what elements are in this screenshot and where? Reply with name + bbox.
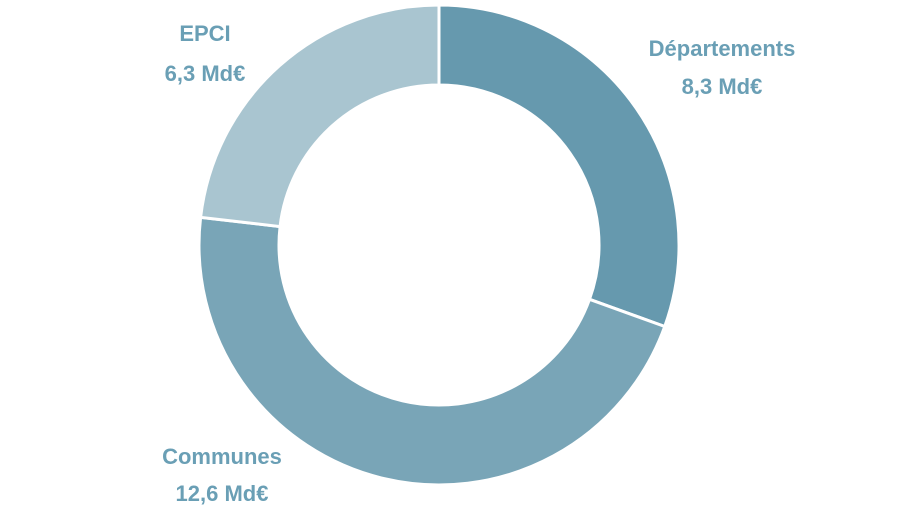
- donut-slice: [437, 3, 681, 329]
- value-label: 6,3 Md€: [165, 61, 246, 86]
- donut-slice: [198, 3, 441, 229]
- slice-label: Communes: [162, 444, 282, 469]
- slice-label: EPCI: [179, 21, 230, 46]
- value-label: 12,6 Md€: [176, 481, 269, 506]
- value-label: 8,3 Md€: [682, 74, 763, 99]
- slice-label: Départements: [649, 36, 796, 61]
- donut-slice: [197, 215, 667, 487]
